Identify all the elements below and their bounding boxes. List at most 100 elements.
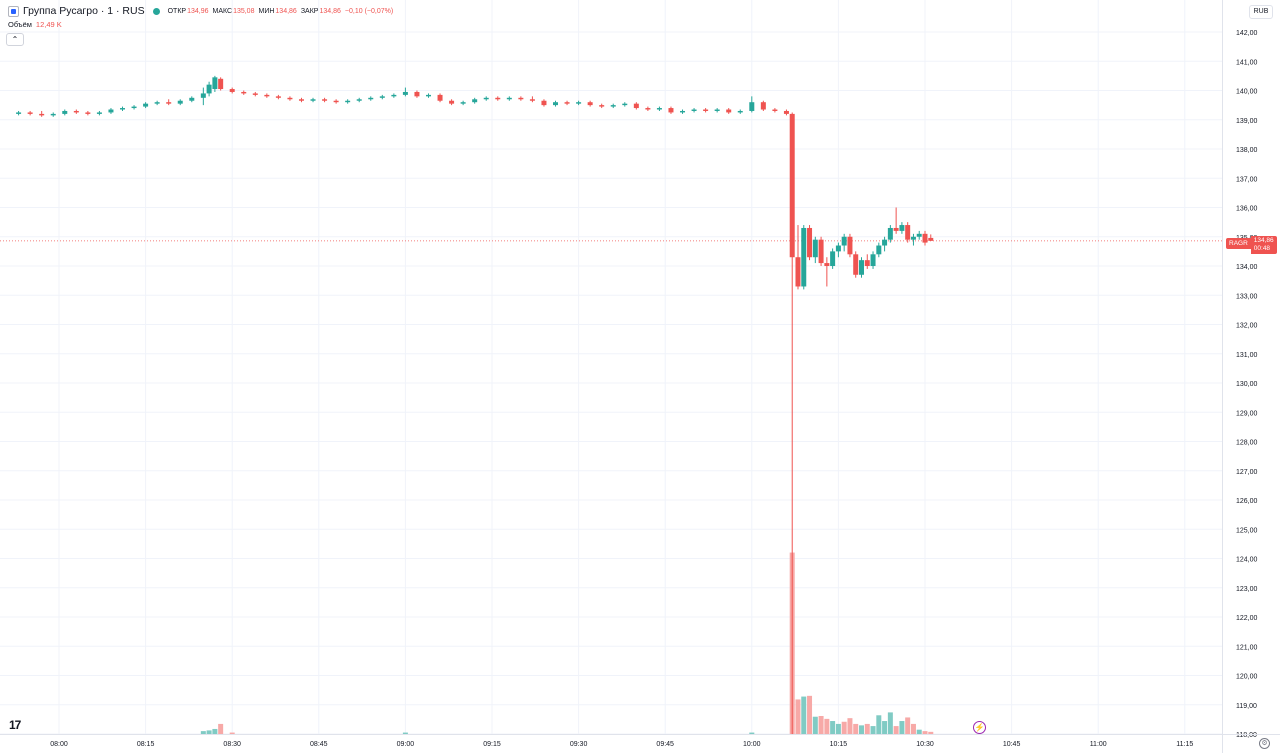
high-label: МАКС xyxy=(212,7,233,15)
currency-button[interactable]: RUB xyxy=(1249,5,1273,19)
x-tick-label: 08:15 xyxy=(137,741,155,748)
candle-body xyxy=(633,103,639,109)
volume-bar xyxy=(824,718,830,734)
candle-body xyxy=(218,78,224,90)
y-tick-label: 131,00 xyxy=(1236,352,1258,359)
candle-body xyxy=(824,263,830,266)
volume-bar xyxy=(887,712,893,734)
candle-body xyxy=(564,102,570,104)
candle-body xyxy=(622,103,628,106)
volume-bar xyxy=(807,695,813,734)
volume-bar xyxy=(847,718,853,734)
candle-body xyxy=(264,94,270,97)
candle-body xyxy=(414,91,420,97)
candle-body xyxy=(893,227,899,231)
x-tick-label: 09:15 xyxy=(483,741,501,748)
volume-bar xyxy=(402,732,408,734)
candle-body xyxy=(801,227,807,287)
x-tick-label: 10:30 xyxy=(916,741,934,748)
candle-body xyxy=(905,225,911,240)
candle-body xyxy=(73,110,79,113)
candle-body xyxy=(96,112,102,114)
last-price-tag: RAGR 134,86 00:48 xyxy=(1226,236,1277,254)
volume-bar xyxy=(876,715,882,734)
candle-body xyxy=(749,102,755,111)
y-tick-label: 121,00 xyxy=(1236,644,1258,651)
candle-body xyxy=(50,113,56,116)
candle-body xyxy=(310,99,316,101)
volume-bar xyxy=(200,731,206,734)
candle-body xyxy=(62,110,68,114)
candle-body xyxy=(916,233,922,237)
chart-legend: Группа Русагро · 1 · RUS ОТКР 134,96 МАК… xyxy=(8,5,397,17)
candle-body xyxy=(726,109,732,113)
price-tag-box: 134,86 00:48 xyxy=(1250,236,1277,254)
candle-body xyxy=(887,227,893,240)
y-tick-label: 128,00 xyxy=(1236,440,1258,447)
y-tick-label: 137,00 xyxy=(1236,176,1258,183)
candle-body xyxy=(807,227,813,258)
candle-body xyxy=(495,97,501,100)
candle-body xyxy=(437,94,443,101)
collapse-legend-button[interactable]: ⌃ xyxy=(6,33,24,46)
candle-body xyxy=(166,102,172,104)
candle-body xyxy=(870,254,876,266)
open-value: 134,96 xyxy=(187,7,209,15)
y-tick-label: 129,00 xyxy=(1236,410,1258,417)
candle-body xyxy=(229,89,235,92)
x-tick-label: 08:00 xyxy=(50,741,68,748)
volume-bar xyxy=(910,723,916,734)
close-value: 134,86 xyxy=(319,7,341,15)
candle-body xyxy=(847,236,853,255)
candle-body xyxy=(830,251,836,266)
volume-bar xyxy=(206,730,212,734)
candle-body xyxy=(275,96,281,98)
y-tick-label: 119,00 xyxy=(1236,703,1257,710)
y-tick-label: 132,00 xyxy=(1236,323,1258,330)
settings-icon[interactable]: ⚙ xyxy=(1259,738,1270,749)
high-value: 135,08 xyxy=(233,7,255,15)
candle-body xyxy=(131,106,137,109)
candle-body xyxy=(108,109,114,113)
volume-bar xyxy=(795,699,801,734)
candle-body xyxy=(322,99,328,101)
chevron-up-icon: ⌃ xyxy=(11,35,19,44)
x-tick-label: 08:45 xyxy=(310,741,328,748)
candle-body xyxy=(298,99,304,101)
y-tick-label: 127,00 xyxy=(1236,469,1258,476)
x-tick-label: 09:30 xyxy=(570,741,588,748)
symbol-title[interactable]: Группа Русагро · 1 · RUS xyxy=(23,5,145,17)
candle-body xyxy=(402,91,408,95)
candle-body xyxy=(287,97,293,100)
volume-bar xyxy=(830,721,836,734)
y-tick-label: 120,00 xyxy=(1236,674,1258,681)
volume-bar xyxy=(835,723,841,734)
candle-body xyxy=(333,100,339,103)
candle-body xyxy=(853,254,859,275)
volume-bar xyxy=(212,728,218,734)
volume-bar xyxy=(864,723,870,734)
candle-body xyxy=(737,110,743,113)
y-tick-label: 142,00 xyxy=(1236,30,1258,37)
x-tick-label: 11:00 xyxy=(1090,741,1107,748)
lightning-icon[interactable]: ⚡ xyxy=(973,721,986,734)
price-tag-price: 134,86 xyxy=(1253,237,1274,244)
y-tick-label: 130,00 xyxy=(1236,381,1258,388)
volume-bar xyxy=(841,721,847,734)
candle-body xyxy=(483,97,489,100)
volume-bar xyxy=(229,732,235,734)
y-tick-label: 122,00 xyxy=(1236,615,1258,622)
x-tick-label: 09:00 xyxy=(397,741,415,748)
tradingview-logo-icon[interactable]: 17 xyxy=(9,718,21,732)
candle-body xyxy=(812,239,818,258)
candle-body xyxy=(356,99,362,101)
candle-body xyxy=(841,236,847,246)
y-tick-label: 133,00 xyxy=(1236,293,1258,300)
volume-bar xyxy=(749,732,755,734)
open-label: ОТКР xyxy=(167,7,187,15)
candle-body xyxy=(425,94,431,97)
candle-body xyxy=(876,245,882,255)
candle-body xyxy=(910,236,916,240)
candle-body xyxy=(212,77,218,90)
